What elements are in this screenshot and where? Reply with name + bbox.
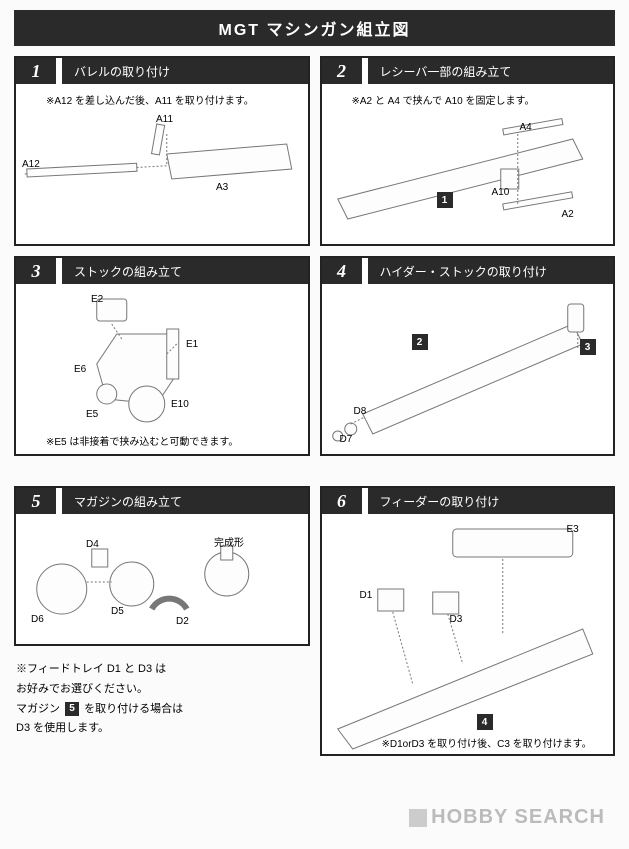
bottom-note-l2: お好みでお選びください。: [16, 680, 308, 700]
page-title: MGT マシンガン組立図: [14, 10, 615, 46]
panel-2: 2 レシーバ一部の組み立て ※A2 と A4 で挟んで A10 を固定します。 …: [320, 56, 616, 246]
label-a10: A10: [492, 187, 510, 198]
label-d2: D2: [176, 616, 189, 627]
watermark-icon: [409, 809, 427, 827]
panel-4: 4 ハイダー・ストックの取り付け 2 3 D8 D7: [320, 256, 616, 456]
panel-4-diagram: [322, 284, 614, 454]
panel-6-note: ※D1orD3 を取り付け後、C3 を取り付けます。: [382, 735, 592, 750]
panel-2-diagram: [322, 84, 614, 244]
label-a3: A3: [216, 182, 228, 193]
panel-5-title: マガジンの組み立て: [56, 488, 308, 514]
panel-3-diagram: [16, 284, 308, 454]
panel-1-number: 1: [16, 58, 56, 84]
panel-1-title: バレルの取り付け: [56, 58, 308, 84]
label-e1: E1: [186, 339, 198, 350]
bottom-row: 5 マガジンの組み立て: [14, 486, 615, 756]
watermark-text: HOBBY SEARCH: [431, 806, 605, 828]
bottom-note-l3-wrap: マガジン 5 を取り付ける場合は: [16, 700, 308, 720]
label-e6: E6: [74, 364, 86, 375]
bottom-note-l1: ※フィードトレイ D1 と D3 は: [16, 660, 308, 680]
label-a2: A2: [562, 209, 574, 220]
label-d1: D1: [360, 590, 373, 601]
panel-6-number: 6: [322, 488, 362, 514]
panel-3-number: 3: [16, 258, 56, 284]
label-d3: D3: [450, 614, 463, 625]
label-d4: D4: [86, 539, 99, 550]
panel-3: 3 ストックの組み立て E2 E1 E6: [14, 256, 310, 456]
ref-1: 1: [437, 192, 453, 208]
bottom-note-l3: を取り付ける場合は: [84, 703, 183, 715]
panel-6-title: フィーダーの取り付け: [362, 488, 614, 514]
panel-4-title: ハイダー・ストックの取り付け: [362, 258, 614, 284]
panel-6: 6 フィーダーの取り付け: [320, 486, 616, 756]
panel-5-number: 5: [16, 488, 56, 514]
bottom-note-l4: D3 を使用します。: [16, 719, 308, 739]
label-d5: D5: [111, 606, 124, 617]
ref-4: 4: [477, 714, 493, 730]
panel-2-number: 2: [322, 58, 362, 84]
panel-3-note: ※E5 は非接着で挟み込むと可動できます。: [46, 433, 238, 448]
label-e3: E3: [567, 524, 579, 535]
ref-5: 5: [65, 702, 79, 716]
label-a11: A11: [156, 114, 173, 125]
instruction-sheet: MGT マシンガン組立図 1 バレルの取り付け ※A12 を差し込んだ後、A11…: [0, 0, 629, 849]
label-e5: E5: [86, 409, 98, 420]
label-e10: E10: [171, 399, 189, 410]
label-d7: D7: [340, 434, 353, 445]
panel-1: 1 バレルの取り付け ※A12 を差し込んだ後、A11 を取り付けます。 A11…: [14, 56, 310, 246]
label-a12: A12: [22, 159, 40, 170]
label-final: 完成形: [214, 534, 244, 549]
watermark: HOBBY SEARCH: [409, 806, 605, 829]
panel-6-diagram: [322, 514, 614, 754]
panel-5-diagram: [16, 514, 308, 644]
ref-3: 3: [580, 339, 596, 355]
label-d8: D8: [354, 406, 367, 417]
ref-2: 2: [412, 334, 428, 350]
label-e2: E2: [91, 294, 103, 305]
label-a4: A4: [520, 122, 532, 133]
bottom-note: ※フィードトレイ D1 と D3 は お好みでお選びください。 マガジン 5 を…: [14, 656, 310, 743]
panels-grid: 1 バレルの取り付け ※A12 を差し込んだ後、A11 を取り付けます。 A11…: [14, 56, 615, 476]
panel-1-diagram: [16, 84, 308, 244]
label-d6: D6: [31, 614, 44, 625]
panel-2-title: レシーバ一部の組み立て: [362, 58, 614, 84]
bottom-note-pre: マガジン: [16, 703, 60, 715]
panel-3-title: ストックの組み立て: [56, 258, 308, 284]
panel-5: 5 マガジンの組み立て: [14, 486, 310, 646]
panel-4-number: 4: [322, 258, 362, 284]
